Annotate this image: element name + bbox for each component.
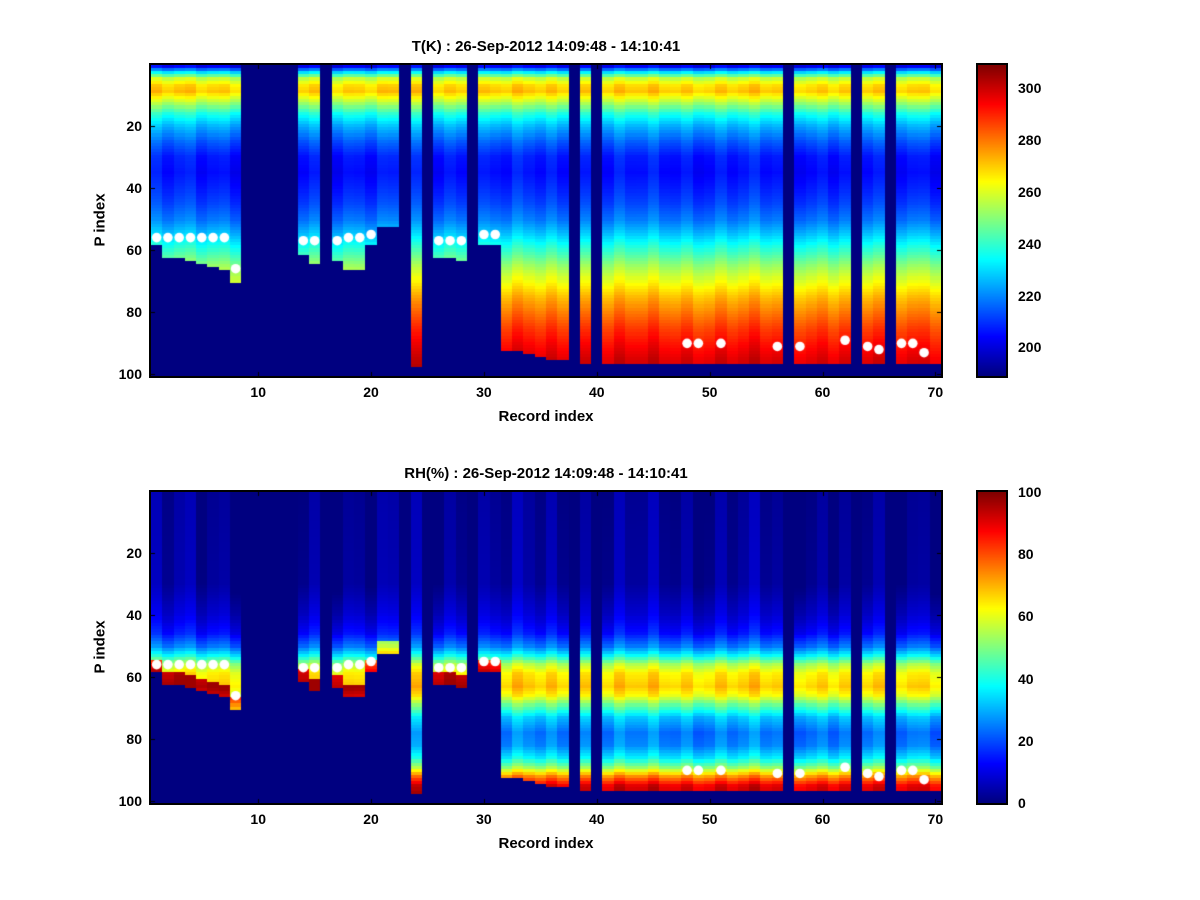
x-tick-label: 30 <box>476 811 492 827</box>
x-tick-label: 70 <box>927 384 944 400</box>
x-axis-label: Record index <box>498 408 594 425</box>
colorbar-tick-label: 200 <box>1018 339 1042 356</box>
y-tick-label: 20 <box>126 544 142 561</box>
x-tick-label: 50 <box>701 384 718 400</box>
colorbar-frame <box>976 490 1008 805</box>
rh-heatmap-canvas <box>151 492 941 803</box>
colorbar-tick-label: 60 <box>1018 608 1034 625</box>
y-tick-label: 100 <box>118 793 142 810</box>
y-tick-label: 80 <box>126 731 142 748</box>
colorbar-tick-label: 300 <box>1018 80 1042 97</box>
x-tick-label: 60 <box>814 384 831 400</box>
colorbar-tick-label: 240 <box>1018 235 1042 252</box>
colorbar-frame <box>976 63 1008 378</box>
chart-title: RH(%) : 26-Sep-2012 14:09:48 - 14:10:41 <box>404 465 688 482</box>
x-tick-label: 40 <box>588 811 605 827</box>
x-tick-label: 30 <box>476 384 492 400</box>
x-axis-label: Record index <box>498 835 594 852</box>
colorbar-tick-label: 260 <box>1018 183 1042 200</box>
y-tick-label: 60 <box>126 242 142 259</box>
plot-frame <box>149 490 943 805</box>
colorbar-tick-label: 20 <box>1018 732 1034 749</box>
plot-frame <box>149 63 943 378</box>
x-tick-label: 40 <box>588 384 605 400</box>
y-tick-label: 80 <box>126 304 142 321</box>
colorbar-tick-label: 40 <box>1018 670 1034 687</box>
x-tick-label: 10 <box>250 384 266 400</box>
colorbar-tick-label: 80 <box>1018 546 1034 563</box>
y-tick-label: 100 <box>118 366 142 383</box>
colorbar-tick-label: 100 <box>1018 484 1042 500</box>
colorbar-tick-label: 0 <box>1018 795 1026 811</box>
x-tick-label: 50 <box>701 811 718 827</box>
x-tick-label: 20 <box>363 384 379 400</box>
y-tick-label: 40 <box>126 179 142 196</box>
y-axis-label: P index <box>91 620 109 674</box>
chart-title: T(K) : 26-Sep-2012 14:09:48 - 14:10:41 <box>411 38 681 55</box>
temperature-heatmap-canvas <box>151 65 941 376</box>
y-tick-label: 60 <box>126 669 142 686</box>
x-tick-label: 60 <box>814 811 831 827</box>
x-tick-label: 70 <box>927 811 944 827</box>
colorbar-tick-label: 220 <box>1018 287 1042 304</box>
y-tick-label: 20 <box>126 117 142 134</box>
x-tick-label: 20 <box>363 811 379 827</box>
y-tick-label: 40 <box>126 606 142 623</box>
x-tick-label: 10 <box>250 811 266 827</box>
y-axis-label: P index <box>91 193 109 247</box>
rh-colorbar-canvas <box>978 492 1006 803</box>
temperature-colorbar-canvas <box>978 65 1006 376</box>
colorbar-tick-label: 280 <box>1018 132 1042 149</box>
